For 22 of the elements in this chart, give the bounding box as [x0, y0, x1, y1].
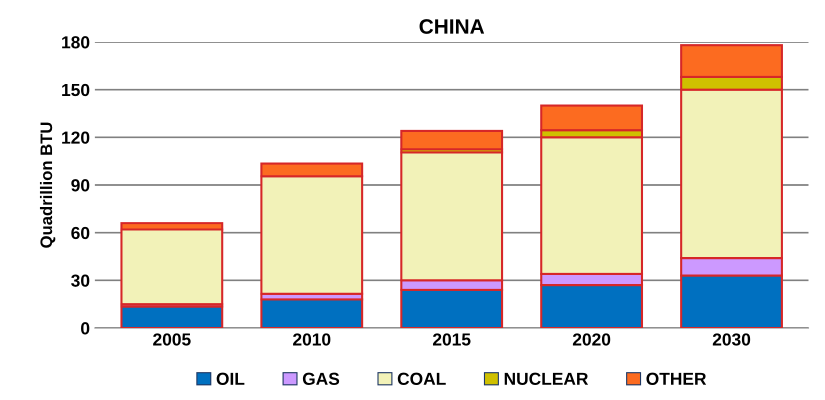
- legend-label: COAL: [398, 372, 446, 385]
- y-tick-label: 60: [71, 226, 90, 240]
- y-axis-title: Quadrillion BTU: [40, 122, 56, 248]
- y-tick-label: 30: [71, 274, 90, 287]
- x-tick-label: 2005: [153, 333, 191, 346]
- y-tick-label: 90: [71, 179, 90, 192]
- legend-label: OTHER: [646, 372, 706, 385]
- legend-label: GAS: [302, 372, 340, 385]
- legend-label: OIL: [216, 372, 244, 385]
- bar: [260, 298, 364, 328]
- y-tick-label: 0: [81, 322, 90, 334]
- x-tick-label: 2010: [293, 333, 330, 346]
- chart-title: CHINA: [420, 19, 484, 34]
- bar: [400, 130, 504, 150]
- y-tick-label: 120: [62, 132, 90, 144]
- y-tick-label: 180: [62, 36, 90, 48]
- bar: [120, 306, 224, 328]
- legend-label: NUCLEAR: [504, 372, 588, 385]
- y-tick-label: 150: [62, 84, 90, 96]
- x-tick-label: 2020: [572, 333, 610, 346]
- x-tick-label: 2030: [712, 333, 750, 346]
- x-tick-label: 2015: [432, 333, 471, 346]
